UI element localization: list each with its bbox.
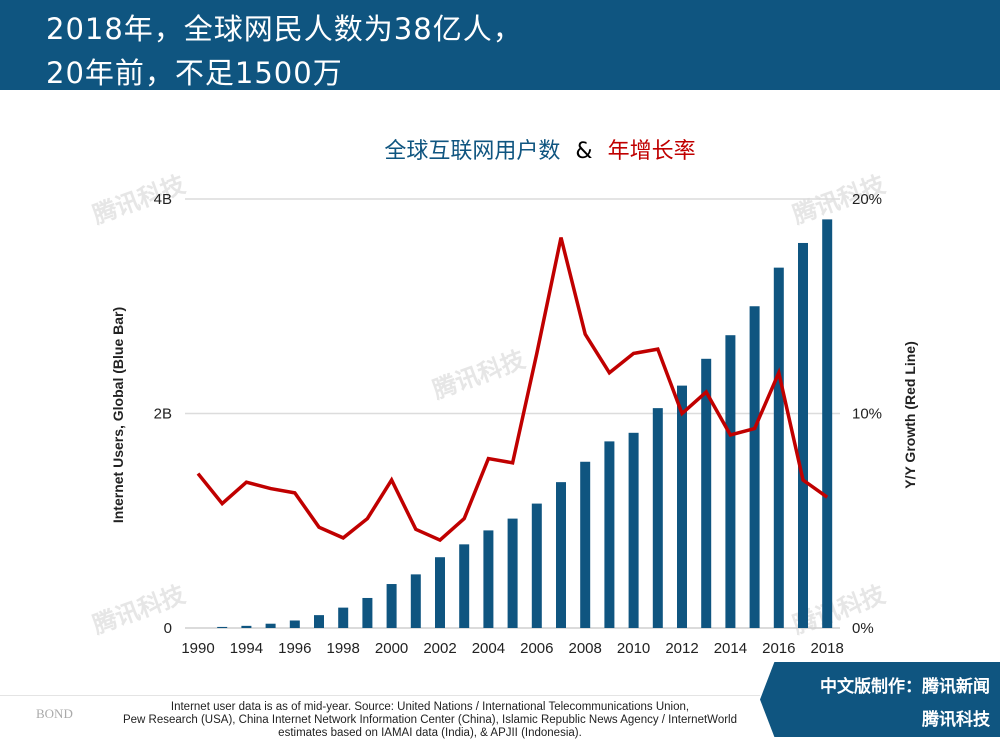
y-axis-label-right: Y/Y Growth (Red Line) [902, 341, 918, 489]
bar-2013 [701, 358, 712, 628]
bond-logo: BOND [36, 706, 73, 721]
source-line: estimates based on IAMAI data (India), &… [278, 727, 582, 739]
y-axis-label-left: Internet Users, Global (Blue Bar) [110, 307, 126, 523]
x-tick-label: 1994 [230, 640, 263, 657]
bar-2008 [580, 461, 591, 628]
bar-2001 [410, 574, 421, 628]
bar-2006 [531, 503, 542, 628]
bar-2005 [507, 518, 518, 628]
credit-badge: 中文版制作：腾讯新闻 腾讯科技 [760, 662, 1000, 737]
footer-divider [0, 695, 760, 696]
bar-2002 [435, 557, 445, 628]
y-tick-label-left: 4B [154, 191, 172, 208]
chart-title-amp: & [575, 139, 593, 164]
bar-1999 [362, 597, 373, 628]
headline-line-1: 2018年，全球网民人数为38亿人， [46, 12, 523, 46]
x-tick-label: 2004 [472, 640, 505, 657]
bar-2012 [677, 385, 687, 628]
bar-1998 [338, 607, 349, 628]
x-tick-label: 2010 [617, 640, 650, 657]
x-tick-label: 2012 [665, 640, 698, 657]
headline-line-2: 20年前，不足1500万 [46, 56, 343, 90]
x-tick-label: 2002 [423, 640, 456, 657]
bar-2016 [773, 267, 784, 628]
x-tick-label: 1998 [327, 640, 360, 657]
credit-line-2: 腾讯科技 [922, 710, 990, 730]
bar-1994 [241, 625, 252, 628]
bar-2003 [459, 544, 470, 628]
x-tick-label: 2008 [569, 640, 602, 657]
bar-2018 [822, 219, 833, 628]
bar-2014 [725, 335, 736, 628]
x-tick-label: 2006 [520, 640, 553, 657]
x-tick-label: 1996 [278, 640, 311, 657]
bar-2015 [749, 306, 760, 628]
x-tick-label: 1990 [181, 640, 214, 657]
y-tick-label-right: 10% [852, 406, 882, 423]
x-tick-label: 2014 [714, 640, 747, 657]
chart-title-users: 全球互联网用户数 [384, 139, 561, 164]
x-tick-label: 2000 [375, 640, 408, 657]
bar-2010 [628, 432, 639, 628]
y-tick-label-right: 0% [852, 620, 874, 637]
bar-1996 [289, 620, 300, 628]
bar-1997 [314, 615, 324, 628]
credit-line-1: 中文版制作：腾讯新闻 [820, 677, 990, 697]
chart-title: 全球互联网用户数 & 年增长率 [0, 133, 1000, 165]
bar-2011 [652, 408, 663, 628]
x-tick-label: 2018 [811, 640, 844, 657]
source-note: Internet user data is as of mid-year. So… [60, 701, 800, 740]
y-tick-label-right: 20% [852, 191, 882, 208]
bar-2004 [483, 530, 494, 628]
y-tick-label-left: 0 [164, 620, 172, 637]
source-line: Internet user data is as of mid-year. So… [170, 701, 690, 713]
y-tick-label-left: 2B [154, 406, 172, 423]
x-tick-label: 2016 [762, 640, 795, 657]
bar-2000 [386, 584, 397, 628]
bar-2009 [604, 441, 615, 628]
bar-2007 [556, 482, 566, 628]
chart-title-growth: 年增长率 [607, 139, 696, 164]
header-banner: 2018年，全球网民人数为38亿人， 20年前，不足1500万 [0, 0, 1000, 90]
source-line: Pew Research (USA), China Internet Netwo… [122, 714, 737, 726]
bar-1993 [217, 626, 228, 628]
bar-2017 [798, 242, 808, 628]
bar-1995 [265, 623, 276, 628]
